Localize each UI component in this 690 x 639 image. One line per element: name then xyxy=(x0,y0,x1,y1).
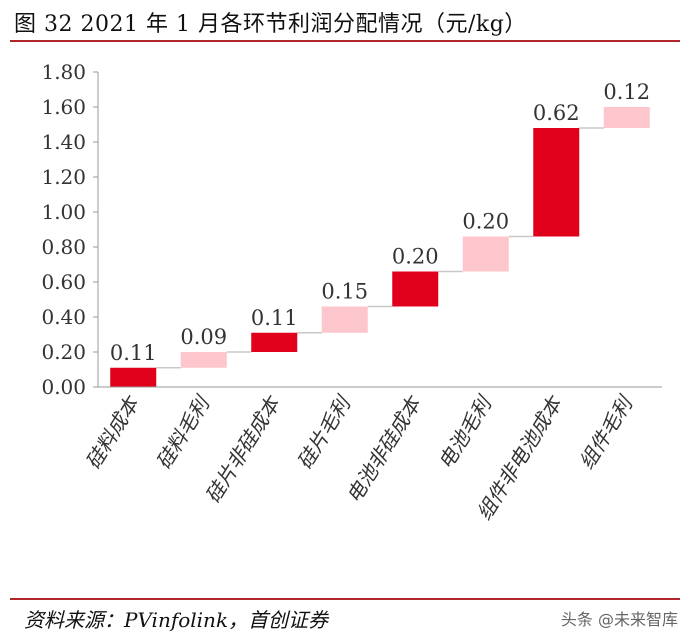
category-label: 电池毛利 xyxy=(433,390,497,473)
category-label: 硅料成本 xyxy=(81,391,145,473)
title-rule xyxy=(10,40,680,42)
y-tick-label: 1.60 xyxy=(41,95,86,119)
y-tick-label: 0.60 xyxy=(41,270,86,294)
value-label: 0.15 xyxy=(321,280,368,304)
waterfall-chart: 0.00 0.20 0.40 0.60 0.80 1.00 1.20 1.40 1.60 1.80… xyxy=(41,60,662,524)
category-label: 组件毛利 xyxy=(574,390,638,473)
value-label: 0.11 xyxy=(110,341,157,365)
y-tick-label: 0.40 xyxy=(41,305,86,329)
y-tick-label: 1.40 xyxy=(41,130,86,154)
value-labels: 0.11 0.09 0.11 0.15 0.20 0.20 0.62 0.12 xyxy=(110,80,650,365)
value-label: 0.11 xyxy=(251,306,298,330)
bar-7 xyxy=(533,128,580,237)
bar-5 xyxy=(392,271,439,307)
bar-3 xyxy=(251,332,298,352)
bar-8 xyxy=(603,107,650,128)
y-tick-label: 0.20 xyxy=(41,340,86,364)
category-label: 硅片非硅成本 xyxy=(201,391,286,507)
y-tick-label: 1.80 xyxy=(41,60,86,84)
y-axis: 0.00 0.20 0.40 0.60 0.80 1.00 1.20 1.40 1.60 1.80 xyxy=(41,60,99,399)
value-label: 0.20 xyxy=(392,245,439,269)
value-label: 0.20 xyxy=(462,210,509,234)
bar-2 xyxy=(180,352,227,368)
category-label: 硅料毛利 xyxy=(151,390,215,473)
bar-6 xyxy=(462,236,509,272)
source-note: 资料来源：PVinfolink，首创证券 xyxy=(24,608,329,632)
bars xyxy=(110,107,650,387)
bar-1 xyxy=(110,367,157,387)
y-tick-label: 0.00 xyxy=(41,375,86,399)
value-label: 0.12 xyxy=(603,80,650,104)
value-label: 0.62 xyxy=(533,101,580,125)
category-label: 电池非硅成本 xyxy=(342,391,427,507)
y-tick-label: 1.20 xyxy=(41,165,86,189)
y-tick-label: 0.80 xyxy=(41,235,86,259)
chart-title: 图 32 2021 年 1 月各环节利润分配情况（元/kg） xyxy=(14,12,527,37)
connector-lines xyxy=(156,127,604,369)
category-label: 硅片毛利 xyxy=(292,390,356,473)
value-label: 0.09 xyxy=(180,325,227,349)
source-rule xyxy=(10,598,680,600)
y-tick-label: 1.00 xyxy=(41,200,86,224)
watermark: 头条 @未来智库 xyxy=(560,610,678,629)
bar-4 xyxy=(321,306,368,333)
